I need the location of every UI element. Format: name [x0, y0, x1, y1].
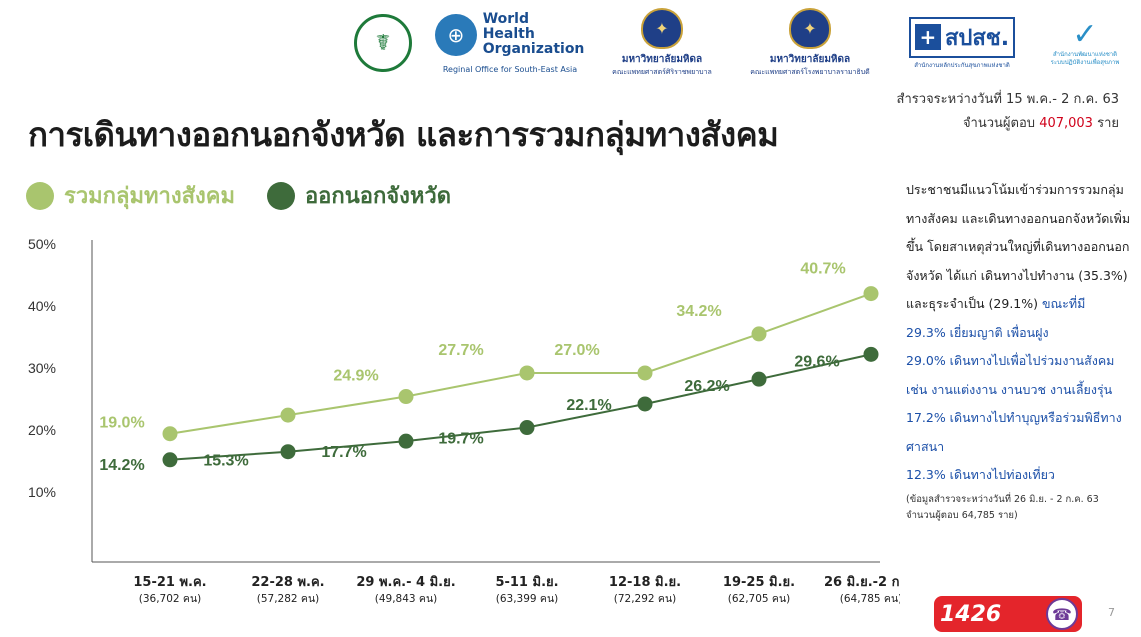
x-tick-sublabel: (57,282 คน)	[257, 593, 319, 605]
summary-note: (ข้อมูลสำรวจระหว่างวันที่ 26 มิ.ย. - 2 ก…	[906, 493, 1099, 521]
mahidol-siriraj-logo: ✦ มหาวิทยาลัยมหิดล คณะแพทยศาสตร์ศิริราชพ…	[602, 8, 722, 78]
who-title-line1: World Health	[482, 11, 535, 42]
summary-item: 29.3% เยี่ยมญาติ เพื่อนฝูง	[906, 324, 1049, 340]
data-point	[751, 371, 767, 387]
data-point	[519, 420, 535, 436]
thai-health-logo: ✓ สำนักงานพัฒนาแห่งชาติ ระบบปฏิบัติงานเพ…	[1030, 8, 1140, 78]
logo-bar: ☤ ⊕ World Health Organization Reginal Of…	[340, 8, 1140, 78]
survey-info: สำรวจระหว่างวันที่ 15 พ.ค.- 2 ก.ค. 63 จำ…	[897, 88, 1119, 136]
mahidol-name-1: มหาวิทยาลัยมหิดล	[621, 54, 703, 65]
data-point	[398, 433, 414, 449]
thai-health-subtitle-1: สำนักงานพัฒนาแห่งชาติ	[1052, 51, 1118, 58]
summary-item: 17.2% เดินทางไปทำบุญหรือร่วมพิธีทางศาสนา	[906, 410, 1122, 454]
hotline-number: 1426	[940, 601, 1002, 627]
mahidol-name-2: มหาวิทยาลัยมหิดล	[769, 54, 851, 65]
who-title-line2: Organization	[482, 41, 585, 57]
chart-legend: รวมกลุ่มทางสังคม ออกนอกจังหวัด	[26, 178, 483, 213]
y-tick-label: 20%	[28, 422, 56, 438]
data-point	[519, 365, 535, 381]
data-point	[280, 444, 296, 460]
survey-respondents: จำนวนผู้ตอบ 407,003 ราย	[962, 116, 1119, 131]
who-logo: ⊕ World Health Organization Reginal Offi…	[435, 8, 584, 78]
x-tick-label: 12-18 มิ.ย.	[609, 575, 681, 590]
x-tick-sublabel: (72,292 คน)	[614, 593, 676, 605]
series-line	[169, 292, 872, 435]
legend-travel-label: ออกนอกจังหวัด	[304, 184, 452, 209]
thai-health-subtitle-2: ระบบปฏิบัติงานเพื่อสุขภาพ	[1050, 59, 1120, 66]
data-label: 14.2%	[99, 457, 144, 474]
data-label: 17.7%	[321, 444, 366, 461]
ramathibodi-subtitle: คณะแพทยศาสตร์โรงพยาบาลรามาธิบดี	[750, 68, 870, 76]
x-tick-label: 29 พ.ค.- 4 มิ.ย.	[356, 575, 455, 590]
data-label: 19.7%	[438, 431, 483, 448]
respondents-count: 407,003	[1039, 116, 1093, 131]
mahidol-emblem-icon: ✦	[789, 8, 831, 49]
x-tick-sublabel: (36,702 คน)	[139, 593, 201, 605]
data-label: 29.6%	[794, 353, 839, 370]
legend-travel-marker	[266, 181, 295, 210]
y-tick-label: 40%	[28, 298, 56, 314]
data-point	[162, 426, 178, 442]
nhso-logo: + สปสช. สำนักงานหลักประกันสุขภาพแห่งชาติ	[906, 8, 1018, 78]
legend-social-label: รวมกลุ่มทางสังคม	[64, 184, 235, 209]
data-point	[162, 452, 178, 468]
data-point	[280, 407, 296, 423]
y-tick-label: 50%	[28, 236, 56, 252]
nhso-cross-icon: +	[914, 24, 941, 50]
x-tick-sublabel: (62,705 คน)	[728, 593, 790, 605]
page-title: การเดินทางออกนอกจังหวัด และการรวมกลุ่มทา…	[28, 115, 779, 154]
nhso-text: สปสช.	[944, 25, 1010, 51]
x-tick-label: 26 มิ.ย.-2 ก.ค.	[824, 575, 900, 590]
x-tick-sublabel: (64,785 คน)	[840, 593, 900, 605]
y-tick-label: 30%	[28, 360, 56, 376]
x-tick-label: 19-25 มิ.ย.	[723, 575, 795, 590]
x-tick-label: 15-21 พ.ค.	[133, 575, 206, 590]
page-number: 7	[1108, 606, 1115, 619]
data-point	[863, 286, 879, 302]
summary-item: 29.0% เดินทางไปเพื่อไปร่วมงานสังคม เช่น …	[906, 353, 1115, 397]
data-label: 22.1%	[566, 397, 611, 414]
who-subtitle: Reginal Office for South-East Asia	[442, 65, 578, 74]
data-label: 24.9%	[333, 368, 378, 385]
data-point	[637, 365, 653, 381]
summary-panel: ประชาชนมีแนวโน้มเข้าร่วมการรวมกลุ่มทางสั…	[906, 176, 1131, 524]
x-tick-sublabel: (49,843 คน)	[375, 593, 437, 605]
summary-intro-emphasis: ขณะที่มี	[1038, 296, 1086, 311]
data-label: 19.0%	[99, 415, 144, 432]
mahidol-emblem-icon: ✦	[641, 8, 683, 49]
x-tick-sublabel: (63,399 คน)	[496, 593, 558, 605]
hotline-badge: 1426 ☎	[934, 596, 1082, 632]
line-chart: 10% 20% 30% 40% 50% 15-21 พ.ค. (36,702 คน) 22-2…	[28, 236, 900, 605]
data-label: 27.7%	[438, 342, 483, 359]
legend-social-marker	[26, 181, 54, 210]
x-tick-label: 22-28 พ.ค.	[251, 575, 324, 590]
data-point	[751, 326, 767, 342]
data-point	[863, 346, 879, 362]
summary-intro: ประชาชนมีแนวโน้มเข้าร่วมการรวมกลุ่มทางสั…	[906, 182, 1131, 311]
siriraj-subtitle: คณะแพทยศาสตร์ศิริราชพยาบาล	[612, 68, 712, 76]
data-label: 26.2%	[684, 378, 729, 395]
who-globe-icon: ⊕	[435, 13, 477, 56]
y-tick-label: 10%	[28, 484, 56, 500]
data-label: 34.2%	[676, 303, 721, 320]
data-point	[637, 396, 653, 412]
check-mark-icon: ✓	[1072, 17, 1098, 52]
moph-logo: ☤	[348, 8, 418, 78]
data-label: 27.0%	[554, 342, 599, 359]
data-label: 15.3%	[203, 453, 248, 470]
data-point	[398, 389, 414, 405]
summary-item: 12.3% เดินทางไปท่องเที่ยว	[906, 467, 1055, 482]
nhso-subtitle: สำนักงานหลักประกันสุขภาพแห่งชาติ	[914, 61, 1010, 69]
mahidol-ramathibodi-logo: ✦ มหาวิทยาลัยมหิดล คณะแพทยศาสตร์โรงพยาบา…	[740, 8, 880, 78]
phone-icon: ☎	[1046, 598, 1078, 630]
moph-seal-icon: ☤	[354, 14, 412, 72]
data-label: 40.7%	[800, 261, 845, 278]
x-tick-label: 5-11 มิ.ย.	[495, 575, 558, 590]
survey-period: สำรวจระหว่างวันที่ 15 พ.ค.- 2 ก.ค. 63	[896, 92, 1119, 107]
